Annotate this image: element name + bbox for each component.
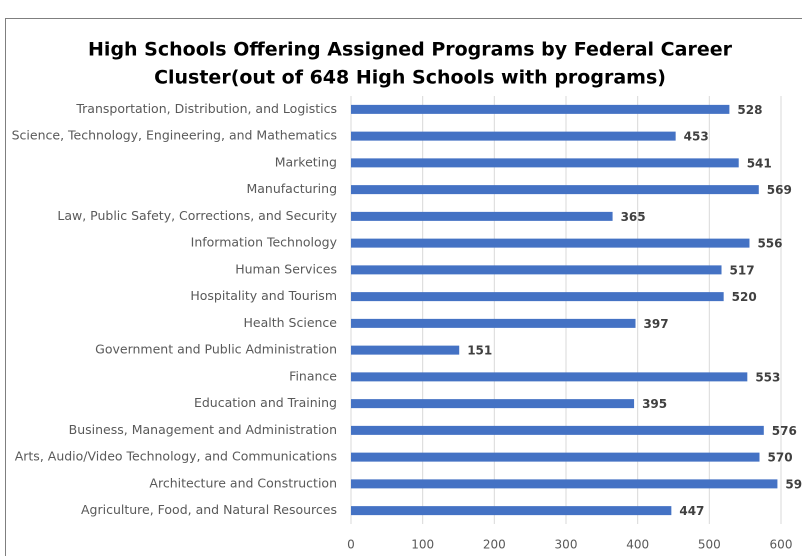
y-tick-label: Manufacturing bbox=[246, 181, 337, 196]
y-tick-label: Arts, Audio/Video Technology, and Commun… bbox=[15, 449, 337, 464]
bar bbox=[351, 265, 722, 275]
y-tick-label: Health Science bbox=[244, 315, 338, 330]
chart-border bbox=[5, 18, 802, 556]
value-label: 570 bbox=[768, 451, 793, 465]
value-label: 395 bbox=[642, 397, 667, 411]
x-tick-label: 600 bbox=[770, 538, 793, 552]
x-tick-label: 0 bbox=[347, 538, 355, 552]
y-tick-label: Architecture and Construction bbox=[149, 475, 337, 490]
x-tick-label: 400 bbox=[626, 538, 649, 552]
chart-title: Cluster(out of 648 High Schools with pro… bbox=[154, 67, 666, 89]
y-tick-label: Transportation, Distribution, and Logist… bbox=[75, 101, 337, 116]
value-label: 397 bbox=[644, 317, 669, 331]
value-label: 365 bbox=[621, 210, 646, 224]
y-tick-label: Information Technology bbox=[191, 235, 338, 250]
value-label: 151 bbox=[467, 344, 492, 358]
value-label: 520 bbox=[732, 290, 757, 304]
value-label: 569 bbox=[767, 183, 792, 197]
bar bbox=[351, 185, 759, 195]
bar bbox=[351, 158, 739, 168]
value-label: 553 bbox=[755, 370, 780, 384]
value-label: 517 bbox=[730, 263, 755, 277]
y-tick-label: Agriculture, Food, and Natural Resources bbox=[81, 502, 337, 517]
y-tick-label: Hospitality and Tourism bbox=[190, 288, 337, 303]
bar bbox=[351, 345, 460, 355]
bar bbox=[351, 479, 778, 489]
value-label: 556 bbox=[757, 237, 782, 251]
bar bbox=[351, 425, 764, 435]
x-tick-label: 100 bbox=[411, 538, 434, 552]
y-tick-label: Government and Public Administration bbox=[95, 342, 337, 357]
bar bbox=[351, 372, 748, 382]
bar bbox=[351, 399, 635, 409]
bar bbox=[351, 292, 724, 302]
bar bbox=[351, 104, 730, 114]
x-tick-label: 500 bbox=[698, 538, 721, 552]
bar bbox=[351, 452, 760, 462]
value-label: 453 bbox=[684, 130, 709, 144]
value-label: 576 bbox=[772, 424, 797, 438]
y-tick-label: Business, Management and Administration bbox=[69, 422, 337, 437]
chart-title: High Schools Offering Assigned Programs … bbox=[88, 39, 733, 61]
value-label: 541 bbox=[747, 156, 772, 170]
y-tick-label: Human Services bbox=[235, 261, 337, 276]
bar bbox=[351, 318, 636, 328]
y-tick-label: Marketing bbox=[275, 154, 337, 169]
y-tick-label: Education and Training bbox=[194, 395, 337, 410]
y-tick-label: Law, Public Safety, Corrections, and Sec… bbox=[57, 208, 337, 223]
value-label: 447 bbox=[679, 504, 704, 518]
y-tick-label: Science, Technology, Engineering, and Ma… bbox=[12, 128, 337, 143]
bar bbox=[351, 238, 750, 248]
value-label: 595 bbox=[785, 477, 802, 491]
value-label: 528 bbox=[737, 103, 762, 117]
x-tick-label: 200 bbox=[483, 538, 506, 552]
y-tick-label: Finance bbox=[289, 368, 337, 383]
bar bbox=[351, 211, 613, 221]
bar bbox=[351, 131, 676, 141]
x-tick-label: 300 bbox=[555, 538, 578, 552]
bar bbox=[351, 506, 672, 516]
